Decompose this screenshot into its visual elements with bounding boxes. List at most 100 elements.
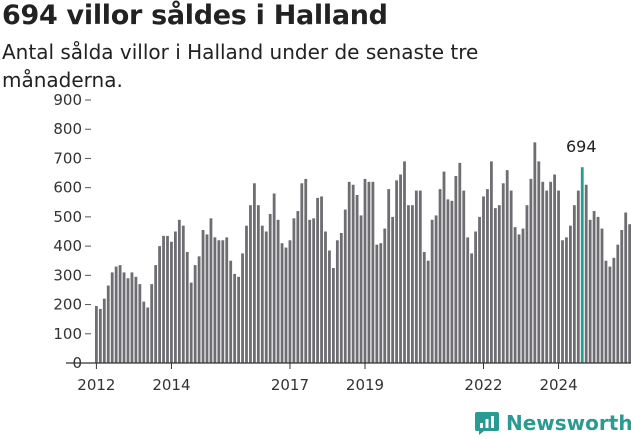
y-tick-label: 400 <box>53 237 82 255</box>
bar <box>276 219 280 363</box>
bar <box>201 230 205 363</box>
y-tick-label: 200 <box>53 296 82 314</box>
bar <box>458 162 462 363</box>
bar-series <box>95 142 631 363</box>
chart-subtitle: Antal sålda villor i Halland under de se… <box>2 40 479 92</box>
bar <box>166 235 169 363</box>
bar <box>569 225 572 363</box>
bar <box>493 208 497 363</box>
bar <box>229 260 233 363</box>
bar <box>110 272 114 363</box>
bar <box>470 253 474 363</box>
bar <box>375 244 379 363</box>
bar <box>533 142 537 363</box>
bar <box>95 306 98 363</box>
bar <box>106 285 110 363</box>
bar <box>335 240 339 363</box>
bar <box>225 237 229 363</box>
bar <box>138 284 142 363</box>
y-tick-label: 100 <box>53 325 82 343</box>
bar <box>616 244 620 363</box>
bar <box>189 282 193 363</box>
bar <box>367 181 371 363</box>
bar <box>324 231 327 363</box>
bar <box>454 175 458 363</box>
bar <box>620 230 624 363</box>
bar <box>98 308 102 363</box>
bar <box>486 189 489 363</box>
bar <box>525 205 529 363</box>
bar <box>537 161 541 363</box>
bar <box>328 250 331 363</box>
bar <box>426 260 430 363</box>
bar <box>292 218 296 363</box>
x-tick-label: 2019 <box>346 376 384 394</box>
bar <box>146 307 150 363</box>
y-tick-label: 500 <box>53 208 82 226</box>
bar <box>280 243 284 363</box>
bar <box>102 298 106 363</box>
bar <box>343 209 347 363</box>
bar <box>604 260 608 363</box>
bar <box>418 190 422 363</box>
highlight-value-label: 694 <box>566 137 597 156</box>
bar <box>553 174 556 363</box>
bar <box>284 247 288 363</box>
bar <box>351 184 355 363</box>
brand-name: Newsworthy <box>506 411 631 435</box>
bar <box>407 205 410 363</box>
bar <box>391 216 395 363</box>
bar <box>130 272 134 363</box>
bar <box>521 228 525 363</box>
bar <box>154 265 158 363</box>
bar <box>513 227 517 363</box>
bar <box>185 251 189 363</box>
bar <box>565 237 568 363</box>
bar <box>126 278 130 363</box>
y-tick-label: 700 <box>53 149 82 167</box>
bar <box>434 215 438 363</box>
bar <box>355 194 359 363</box>
bar <box>541 181 545 363</box>
bar-highlight <box>580 167 584 363</box>
bar <box>241 253 244 363</box>
bar <box>272 193 276 363</box>
bar <box>490 161 493 363</box>
bar <box>339 232 343 363</box>
bar <box>296 211 300 363</box>
bar <box>430 219 434 363</box>
bar <box>332 268 335 363</box>
x-tick-label: 2012 <box>77 376 115 394</box>
bar <box>221 240 225 363</box>
bar <box>474 231 477 363</box>
bar <box>162 235 165 363</box>
bar <box>288 240 292 363</box>
bar <box>529 178 533 363</box>
brand-logo: Newsworthy <box>474 408 631 438</box>
bar <box>462 190 466 363</box>
bar <box>134 276 138 363</box>
bar <box>509 190 513 363</box>
bar <box>442 171 446 363</box>
x-tick-label: 2014 <box>152 376 190 394</box>
bar <box>122 272 126 363</box>
bar <box>205 234 209 363</box>
bar <box>177 219 181 363</box>
bar <box>256 205 260 363</box>
bar <box>209 218 213 363</box>
bar <box>584 184 588 363</box>
bar <box>371 181 375 363</box>
bar <box>596 216 600 363</box>
bar <box>561 240 564 363</box>
bar <box>193 265 197 363</box>
bar <box>158 246 161 363</box>
bar <box>466 237 470 363</box>
bar <box>260 225 264 363</box>
bar <box>308 219 312 363</box>
chart-bar-icon <box>475 412 499 435</box>
bar <box>114 266 118 363</box>
bar <box>312 218 316 363</box>
bar <box>403 161 406 363</box>
